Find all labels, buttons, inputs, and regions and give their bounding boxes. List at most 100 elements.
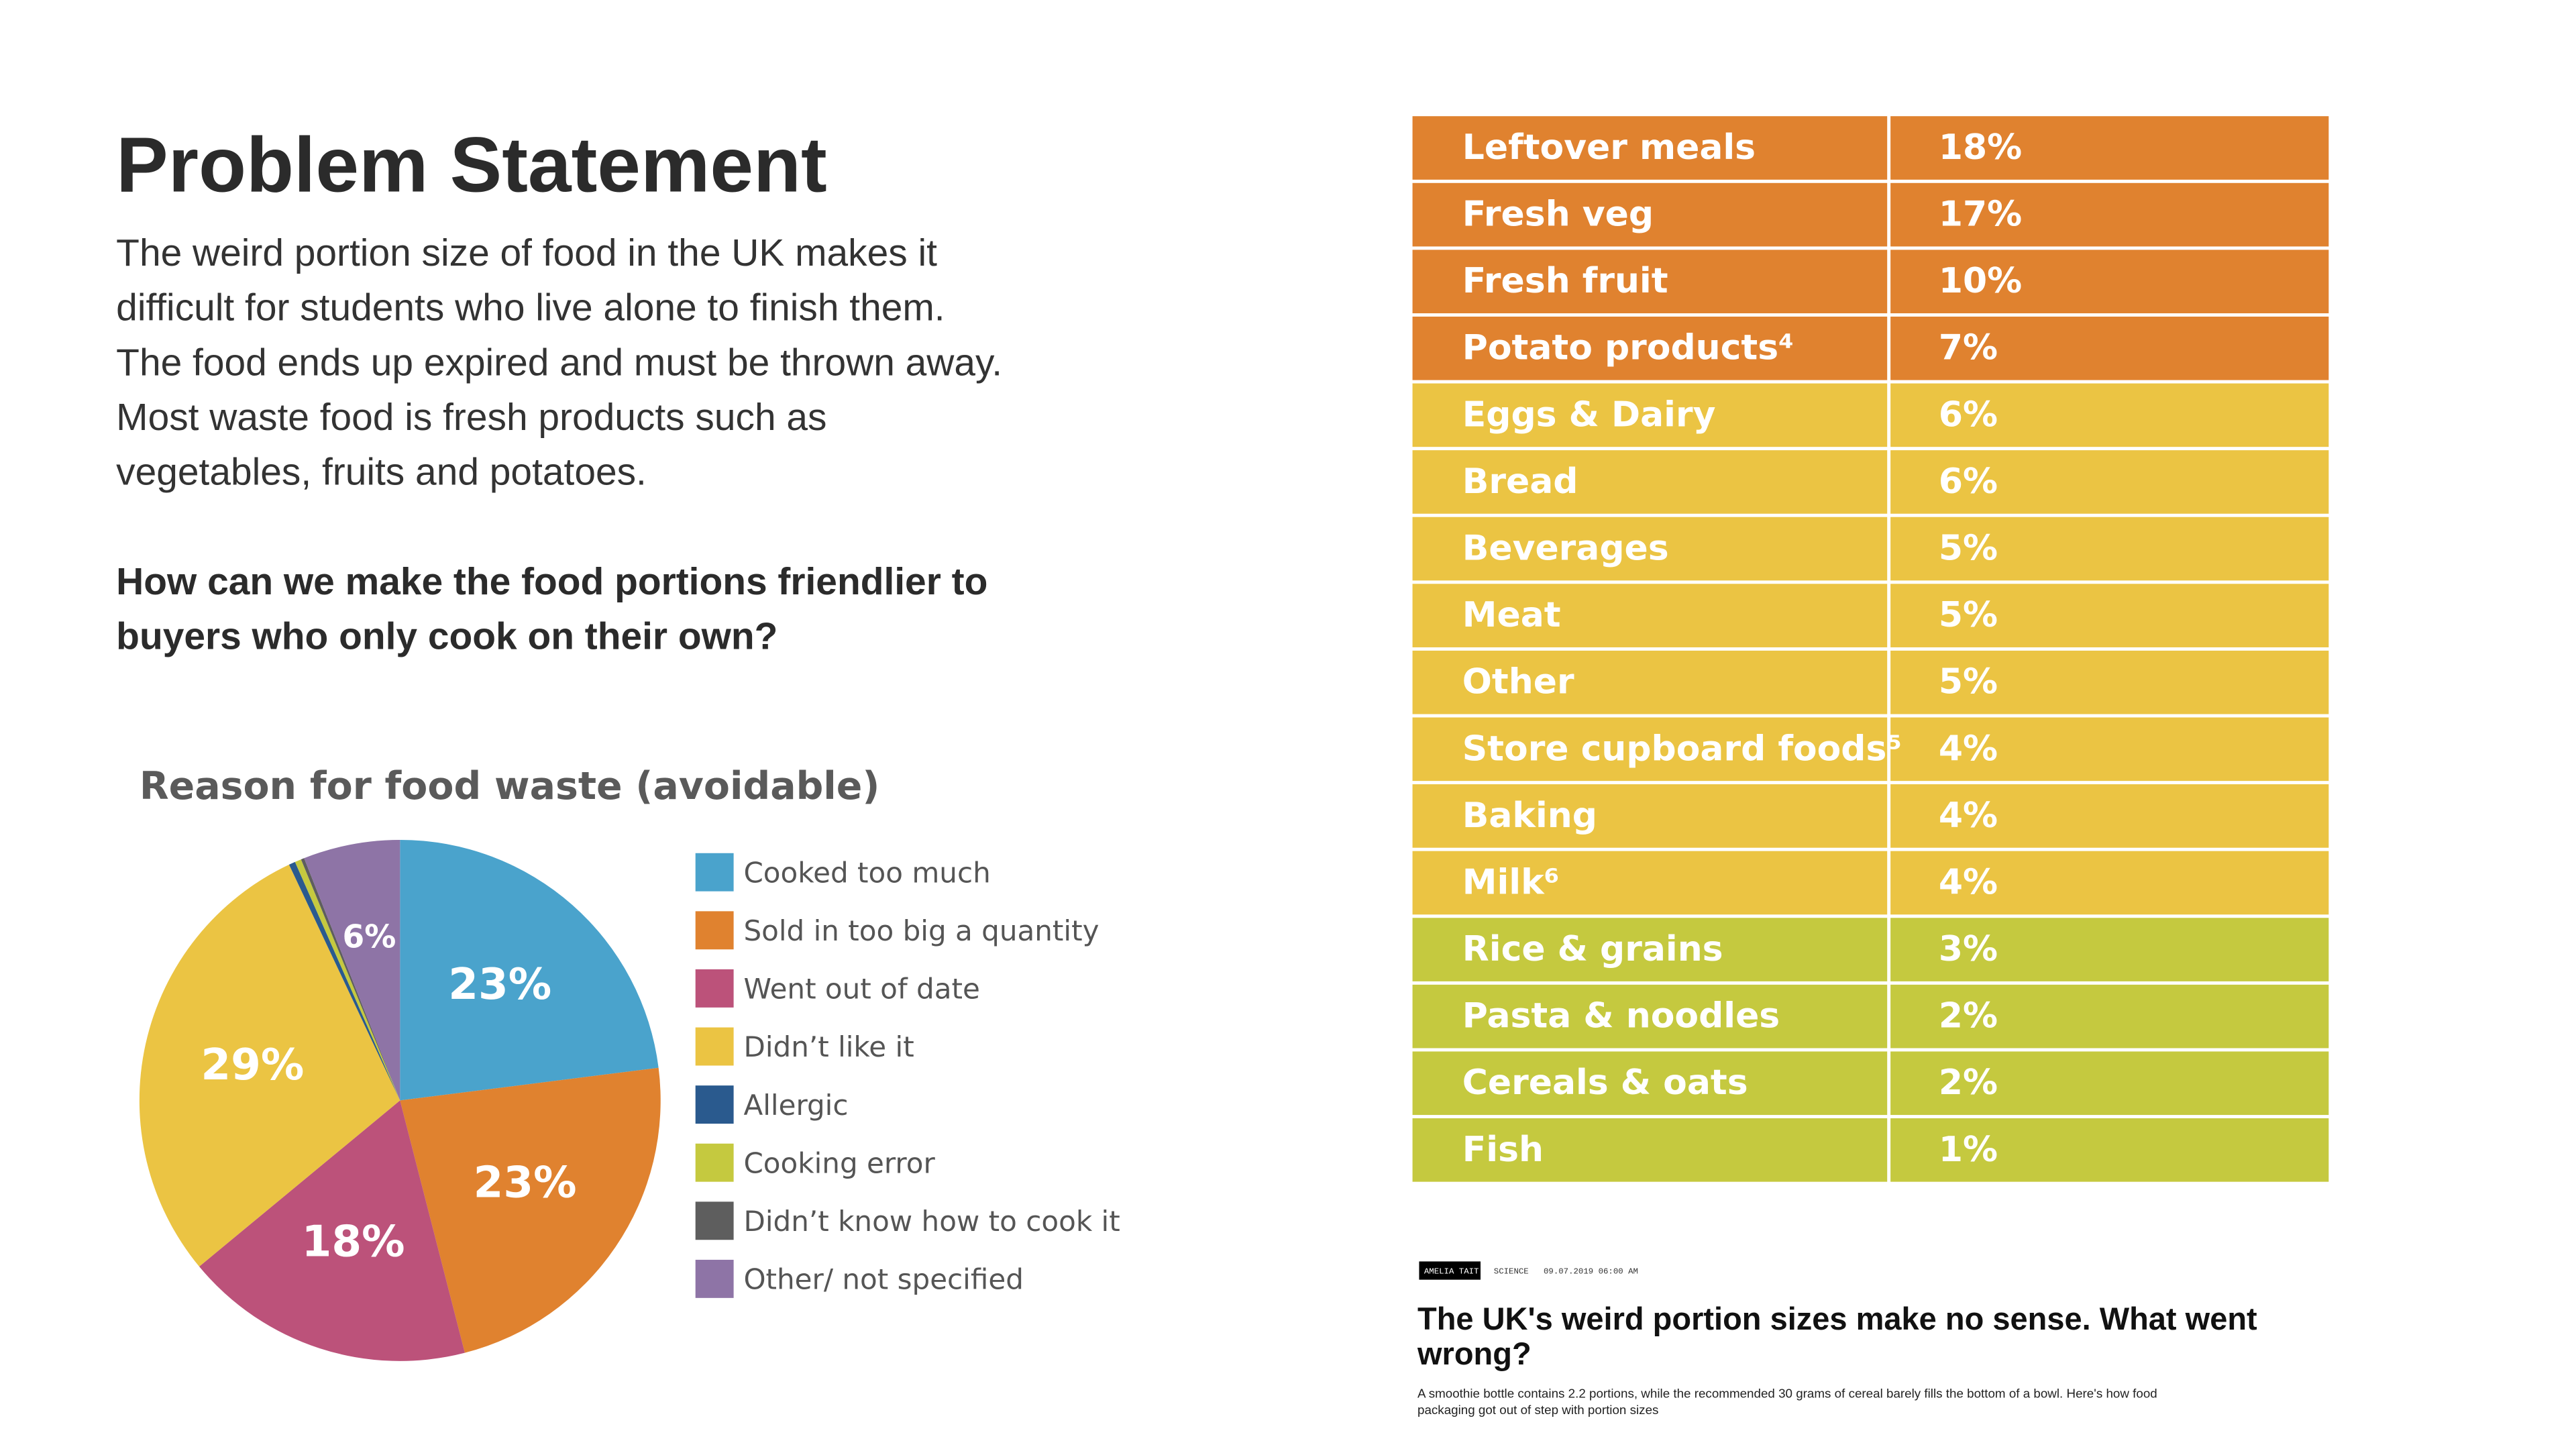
table-label: Potato products⁴ (1462, 328, 1794, 368)
table-value: 18% (1939, 127, 2022, 168)
pie-slice (294, 859, 400, 1101)
table-value: 4% (1939, 862, 1998, 902)
table-value: 4% (1939, 796, 1998, 836)
pie-slice (301, 858, 400, 1101)
table-cell (1890, 116, 2329, 180)
table-value: 1% (1939, 1130, 1998, 1170)
table-cell (1412, 1118, 1888, 1182)
table-cell (1890, 918, 2329, 981)
pie-slice (199, 1100, 465, 1361)
table-cell (1890, 984, 2329, 1049)
table-value: 5% (1939, 662, 1998, 702)
pie-slice (400, 1067, 661, 1353)
table-cell (1412, 182, 1888, 247)
question-line: buyers who only cook on their own? (116, 615, 777, 658)
table-cell (1890, 517, 2329, 581)
slice-label: 23% (474, 1158, 577, 1208)
article-headline: wrong? (1417, 1336, 1532, 1371)
table-label: Beverages (1462, 529, 1669, 569)
chart-title: Reason for food waste (avoidable) (140, 764, 880, 808)
table-cell (1412, 250, 1888, 314)
legend-label: Cooking error (743, 1146, 935, 1179)
table-cell (1412, 450, 1888, 514)
legend-swatch (695, 1201, 734, 1240)
table-cell (1412, 717, 1888, 782)
body-line: vegetables, fruits and potatoes. (116, 451, 647, 494)
table-cell (1412, 984, 1888, 1049)
article-author: AMELIA TAIT (1424, 1267, 1479, 1277)
author-badge (1419, 1261, 1481, 1280)
table-label: Pasta & noodles (1462, 996, 1780, 1036)
table-value: 5% (1939, 529, 1998, 569)
pie-slice (139, 864, 400, 1267)
legend-label: Cooked too much (743, 856, 990, 889)
legend-swatch (695, 853, 734, 892)
legend-swatch (695, 969, 734, 1008)
pie-slice (288, 861, 400, 1101)
table-cell (1890, 584, 2329, 647)
table-cell (1412, 784, 1888, 848)
table-label: Milk⁶ (1462, 862, 1560, 902)
table-label: Other (1462, 662, 1574, 702)
table-cell (1890, 1051, 2329, 1116)
legend-swatch (695, 1259, 734, 1298)
legend-swatch (695, 911, 734, 950)
body-line: The weird portion size of food in the UK… (116, 231, 937, 274)
slice-label: 6% (343, 919, 396, 956)
question-line: How can we make the food portions friend… (116, 560, 987, 603)
legend-label: Went out of date (743, 973, 979, 1006)
pie-slice (304, 839, 400, 1101)
table-value: 6% (1939, 394, 1998, 435)
table-label: Fresh veg (1462, 195, 1654, 235)
slice-label: 29% (201, 1040, 304, 1090)
body-line: difficult for students who live alone to… (116, 286, 945, 329)
table-label: Rice & grains (1462, 929, 1723, 969)
table-value: 5% (1939, 595, 1998, 635)
article-summary: packaging got out of step with portion s… (1417, 1403, 1658, 1417)
legend-swatch (695, 1085, 734, 1124)
body-line: Most waste food is fresh products such a… (116, 396, 826, 439)
table-cell (1890, 650, 2329, 714)
table-cell (1890, 784, 2329, 848)
table-value: 6% (1939, 462, 1998, 502)
table-cell (1890, 250, 2329, 314)
article-section: SCIENCE (1494, 1267, 1529, 1277)
table-cell (1890, 316, 2329, 380)
legend-swatch (695, 1143, 734, 1182)
table-cell (1890, 851, 2329, 915)
table-cell (1412, 918, 1888, 981)
table-cell (1412, 116, 1888, 180)
table-label: Meat (1462, 595, 1561, 635)
table-cell (1412, 650, 1888, 714)
slice-label: 23% (448, 959, 551, 1010)
article-headline: The UK's weird portion sizes make no sen… (1417, 1301, 2257, 1336)
table-label: Bread (1462, 462, 1578, 502)
table-value: 7% (1939, 328, 1998, 368)
slice-label: 18% (302, 1216, 405, 1267)
article-date: 09.07.2019 06:00 AM (1544, 1267, 1638, 1277)
table-value: 2% (1939, 1063, 1998, 1103)
table-value: 17% (1939, 195, 2022, 235)
article-summary: A smoothie bottle contains 2.2 portions,… (1417, 1386, 2157, 1400)
table-cell (1412, 851, 1888, 915)
table-cell (1890, 182, 2329, 247)
table-value: 10% (1939, 261, 2022, 301)
table-label: Fresh fruit (1462, 261, 1668, 301)
legend-label: Allergic (743, 1089, 848, 1122)
table-cell (1412, 1051, 1888, 1116)
legend-label: Didn’t like it (743, 1030, 914, 1063)
table-value: 2% (1939, 996, 1998, 1036)
pie-slice (400, 839, 659, 1101)
table-label: Fish (1462, 1130, 1544, 1170)
table-cell (1412, 517, 1888, 581)
table-label: Cereals & oats (1462, 1063, 1748, 1103)
table-value: 3% (1939, 929, 1998, 969)
table-label: Eggs & Dairy (1462, 394, 1716, 435)
table-cell (1890, 1118, 2329, 1182)
body-line: The food ends up expired and must be thr… (116, 341, 1002, 384)
table-cell (1890, 383, 2329, 447)
table-cell (1890, 717, 2329, 782)
table-cell (1412, 383, 1888, 447)
table-label: Leftover meals (1462, 127, 1756, 168)
